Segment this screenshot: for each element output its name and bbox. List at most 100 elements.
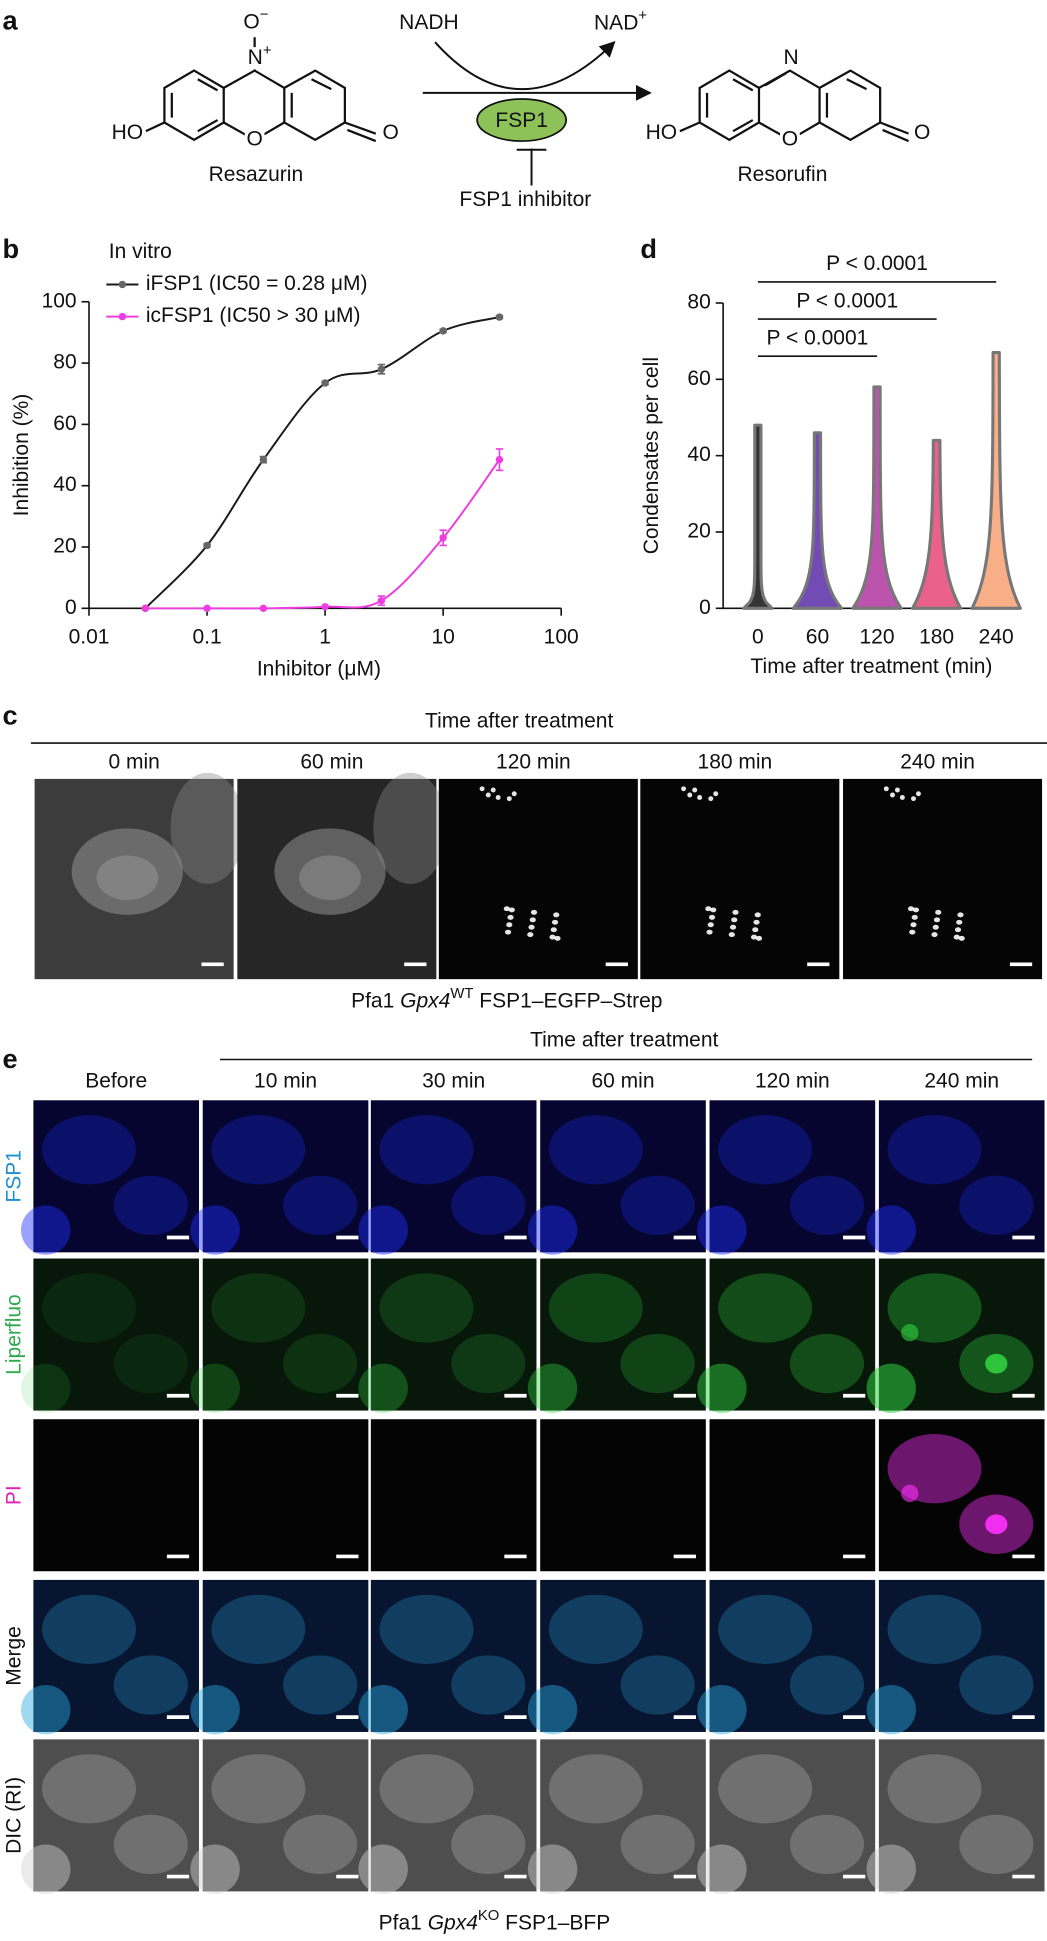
micrograph xyxy=(370,1419,537,1572)
cell-signal xyxy=(495,794,501,800)
column-label: 60 min xyxy=(591,1069,654,1092)
cell-signal xyxy=(866,1363,916,1414)
cell-signal xyxy=(697,1844,747,1894)
cell-signal xyxy=(42,1273,136,1343)
cell-signal xyxy=(379,1594,474,1664)
column-label: 60 min xyxy=(300,750,363,773)
cell-signal xyxy=(708,914,716,920)
legend-label: icFSP1 (IC50 > 30 μM) xyxy=(146,304,361,327)
data-point xyxy=(203,604,211,613)
compound-name: Resazurin xyxy=(209,163,304,186)
y-tick-label: 0 xyxy=(65,596,77,619)
cell-signal xyxy=(485,792,491,798)
cell-signal xyxy=(953,934,960,940)
cell-signal xyxy=(789,1814,865,1875)
fit-curve xyxy=(145,459,501,610)
cell-signal xyxy=(527,1363,578,1414)
column-label: 240 min xyxy=(924,1069,999,1092)
cell-signal xyxy=(692,787,698,793)
cell-signal xyxy=(113,1333,188,1394)
micrograph xyxy=(709,1100,876,1253)
micrograph xyxy=(878,1739,1045,1892)
cell-signal xyxy=(729,924,737,930)
cell-signal xyxy=(710,907,717,913)
data-point xyxy=(439,534,447,542)
cell-signal xyxy=(190,1363,240,1414)
cell-signal xyxy=(681,786,687,792)
cell-signal xyxy=(506,922,513,928)
compound-name: Resorufin xyxy=(738,163,828,186)
atom-bg xyxy=(245,47,271,70)
cell-signal xyxy=(731,917,738,923)
row-label: Liperfluo xyxy=(2,1294,25,1375)
cell-signal xyxy=(527,1844,578,1894)
cell-signal xyxy=(451,1175,526,1236)
column-label: Before xyxy=(85,1069,147,1092)
cell-signal xyxy=(42,1594,136,1664)
data-point xyxy=(495,455,504,464)
micrograph xyxy=(370,1739,537,1892)
cell-signal xyxy=(894,787,900,793)
cell-signal xyxy=(42,1754,136,1824)
y-tick-label: 20 xyxy=(687,520,710,543)
fit-curve xyxy=(144,316,500,610)
violin xyxy=(742,423,774,610)
x-tick-label: 60 xyxy=(806,626,829,649)
subtitle: In vitro xyxy=(109,240,172,263)
cell-signal xyxy=(548,1754,643,1824)
x-axis-label: Time after treatment (min) xyxy=(750,655,992,678)
atom-label: O xyxy=(246,127,262,150)
cell-signal xyxy=(901,1484,919,1503)
cell-signal xyxy=(901,1324,919,1342)
cell-signal xyxy=(211,1754,306,1824)
micrograph xyxy=(843,778,1043,980)
violin xyxy=(970,351,1022,610)
cell-signal xyxy=(707,922,714,928)
y-axis-label: Condensates per cell xyxy=(640,357,663,554)
cell-signal xyxy=(620,1814,695,1875)
cell-signal xyxy=(883,786,889,792)
x-tick-label: 100 xyxy=(544,626,579,649)
column-label: 120 min xyxy=(755,1069,830,1092)
atom-label: HO xyxy=(646,121,678,144)
atom-bg xyxy=(779,128,800,151)
cell-signal xyxy=(910,922,917,928)
cell-signal xyxy=(958,935,965,941)
row-label: DIC (RI) xyxy=(2,1777,25,1854)
x-tick-label: 0 xyxy=(752,626,764,649)
column-label: 240 min xyxy=(900,750,975,773)
cell-signal xyxy=(548,1273,643,1343)
cell-signal xyxy=(527,1205,578,1255)
panel-label: a xyxy=(2,5,18,36)
micrograph xyxy=(370,1579,537,1732)
micrograph xyxy=(878,1579,1045,1732)
cell-signal xyxy=(718,1594,813,1664)
panel-label: e xyxy=(2,1043,17,1074)
cell-signal xyxy=(697,1363,747,1414)
cell-signal xyxy=(954,927,962,933)
cell-signal xyxy=(506,796,512,802)
atom-label: N xyxy=(784,46,799,69)
cell-signal xyxy=(451,1655,526,1715)
data-point xyxy=(321,379,329,387)
cell-signal xyxy=(959,1655,1034,1715)
micrograph xyxy=(709,1739,876,1892)
cell-signal xyxy=(358,1844,408,1894)
panel-label: d xyxy=(640,233,657,264)
cell-signal xyxy=(503,906,510,912)
micrograph xyxy=(202,1419,369,1572)
micrograph xyxy=(33,1579,200,1732)
cell-signal xyxy=(274,828,386,915)
cell-signal xyxy=(899,794,905,800)
cell-signal xyxy=(697,794,703,800)
cell-signal xyxy=(21,1363,71,1414)
cell-signal xyxy=(283,1333,358,1394)
cell-signal xyxy=(508,907,515,913)
x-tick-label: 0.01 xyxy=(69,626,110,649)
cell-signal xyxy=(548,1594,643,1664)
micrograph xyxy=(33,1419,200,1572)
column-label: 0 min xyxy=(108,750,159,773)
y-tick-label: 80 xyxy=(53,351,76,374)
cell-signal xyxy=(548,1115,643,1185)
